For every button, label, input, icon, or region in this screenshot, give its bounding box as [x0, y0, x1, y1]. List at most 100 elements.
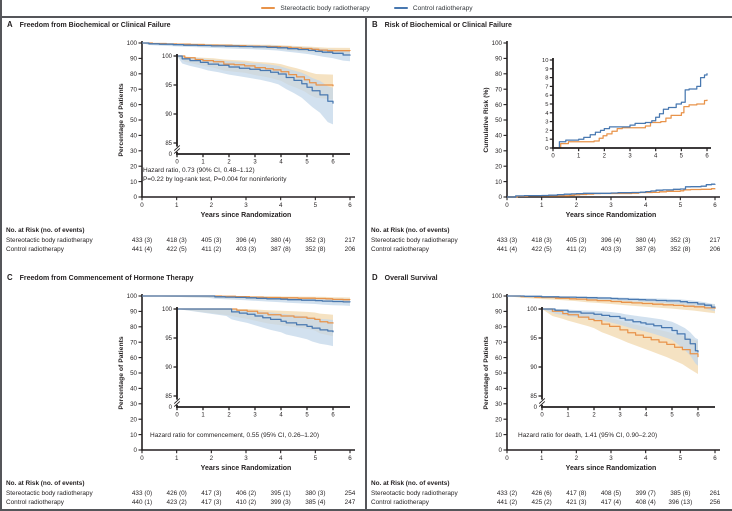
axis-text: 1 — [175, 455, 179, 462]
axis-text: 6 — [348, 455, 352, 462]
x-axis-label: Years since Randomization — [566, 212, 657, 219]
axis-text: 100 — [492, 293, 503, 300]
axis-text: 80 — [130, 71, 137, 78]
panel-c: C Freedom from Commencement of Hormone Th… — [2, 271, 367, 511]
axis-text: 90 — [495, 56, 502, 63]
annotation-line: Hazard ratio for death, 1.41 (95% CI, 0.… — [518, 432, 658, 439]
axis-text: 80 — [495, 71, 502, 78]
main-series — [507, 295, 716, 314]
axis-text: 40 — [130, 386, 137, 393]
axis-text: 2 — [545, 128, 548, 134]
axis-text: 2 — [575, 202, 579, 209]
risk-table-header: No. at Risk (no. of events) — [371, 227, 450, 234]
axis-text: 3 — [609, 202, 613, 209]
km-curve — [553, 99, 708, 149]
annotation-line: Hazard ratio, 0.73 (90% CI, 0.48–1.12) — [143, 167, 255, 174]
risk-row: Stereotactic body radiotherapy 433 (0) 426… — [2, 490, 368, 499]
risk-value: 418 (3) — [166, 236, 187, 244]
risk-row: Control radiotherapy 441 (2) 425 (2) 421 (3… — [367, 499, 732, 508]
hazard-annotation-a: Hazard ratio, 0.73 (90% CI, 0.48–1.12) P… — [143, 167, 286, 185]
km-curve — [177, 55, 334, 104]
axis-text: 90 — [130, 309, 137, 316]
panel-b: B Risk of Biochemical or Clinical Failure… — [367, 18, 732, 268]
km-curve — [142, 295, 351, 303]
axis-text: 0 — [545, 146, 548, 152]
axis-text: 30 — [495, 401, 502, 408]
axis-text: 5 — [679, 455, 683, 462]
risk-value: 421 (3) — [566, 499, 587, 506]
axis-text: 50 — [130, 117, 137, 124]
axis-text: 3 — [244, 202, 248, 209]
axis-text: 5 — [314, 202, 318, 209]
risk-value: 247 — [344, 499, 356, 506]
risk-value: 261 — [709, 489, 721, 497]
risk-value: 396 (13) — [668, 499, 693, 506]
risk-value: 441 (2) — [496, 499, 518, 506]
risk-value: 385 (6) — [670, 489, 691, 497]
risk-row: Stereotactic body radiotherapy 433 (3) 418… — [367, 237, 732, 246]
axis-text: 80 — [495, 324, 502, 331]
axis-text: 100 — [127, 293, 138, 300]
axis-text: 60 — [495, 355, 502, 362]
risk-value: 399 (7) — [635, 489, 656, 497]
axis-text: 5 — [305, 160, 309, 166]
left-border — [0, 0, 2, 511]
axis-text: 20 — [130, 416, 137, 423]
risk-value: 405 (3) — [566, 236, 587, 244]
axis-text: 2 — [592, 413, 596, 419]
axis-text: 0 — [551, 154, 555, 160]
risk-value: 411 (2) — [201, 246, 222, 253]
axis-text: 3 — [253, 413, 257, 419]
axis-text: 90 — [130, 56, 137, 63]
km-curve — [142, 42, 351, 56]
axis-text: 3 — [253, 160, 257, 166]
axis-text: 20 — [495, 416, 502, 423]
axis-text: 0 — [499, 194, 503, 201]
risk-table-header: No. at Risk (no. of events) — [371, 480, 450, 487]
main-series — [142, 295, 351, 306]
risk-value: 411 (2) — [566, 246, 587, 253]
axis-text: 100 — [162, 307, 173, 313]
panel-c-title-text: Freedom from Commencement of Hormone The… — [19, 275, 194, 282]
axis-text: 6 — [713, 202, 717, 209]
axis-text: 1 — [201, 160, 205, 166]
panel-a-heading: A Freedom from Biochemical or Clinical Fa… — [7, 20, 171, 29]
risk-value: 422 (5) — [166, 246, 187, 253]
axis-text: 6 — [331, 160, 335, 166]
axis-text: 3 — [244, 455, 248, 462]
risk-value: 385 (4) — [305, 499, 326, 506]
axis-text: 70 — [130, 339, 137, 346]
km-curve — [177, 308, 334, 324]
axis-text: 4 — [644, 413, 648, 419]
inset-chart: 100 95 90 85 00 1 2 3 4 5 6 — [527, 307, 715, 419]
axis-text: 100 — [527, 307, 538, 313]
risk-value: 433 (0) — [131, 489, 153, 497]
risk-value: 441 (4) — [496, 246, 518, 253]
axis-text: 60 — [130, 355, 137, 362]
km-curve — [542, 308, 699, 358]
axis-text: 6 — [696, 413, 700, 419]
panel-a-letter: A — [7, 20, 13, 29]
axis-text: 3 — [609, 455, 613, 462]
axis-text: 10 — [495, 179, 502, 186]
axis-text: 4 — [545, 111, 549, 117]
risk-value: 410 (2) — [235, 499, 257, 506]
risk-row-label: Control radiotherapy — [371, 246, 429, 253]
axis-text: 50 — [495, 370, 502, 377]
km-curve — [507, 183, 716, 198]
risk-value: 403 (3) — [600, 246, 622, 253]
axis-text: 20 — [130, 163, 137, 170]
axis-text: 0 — [175, 160, 179, 166]
risk-row-label: Control radiotherapy — [371, 499, 429, 506]
axis-text: 0 — [134, 447, 138, 454]
axis-text: 1 — [540, 455, 544, 462]
risk-value: 352 (3) — [670, 236, 691, 244]
axis-text: 30 — [495, 148, 502, 155]
annotation-line: P=0.22 by log-rank test, P=0.004 for non… — [143, 175, 287, 183]
axis-text: 2 — [575, 455, 579, 462]
axis-text: 0 — [505, 455, 509, 462]
legend-label-sbrt: Stereotactic body radiotherapy — [280, 4, 370, 12]
risk-value: 380 (4) — [270, 236, 291, 244]
